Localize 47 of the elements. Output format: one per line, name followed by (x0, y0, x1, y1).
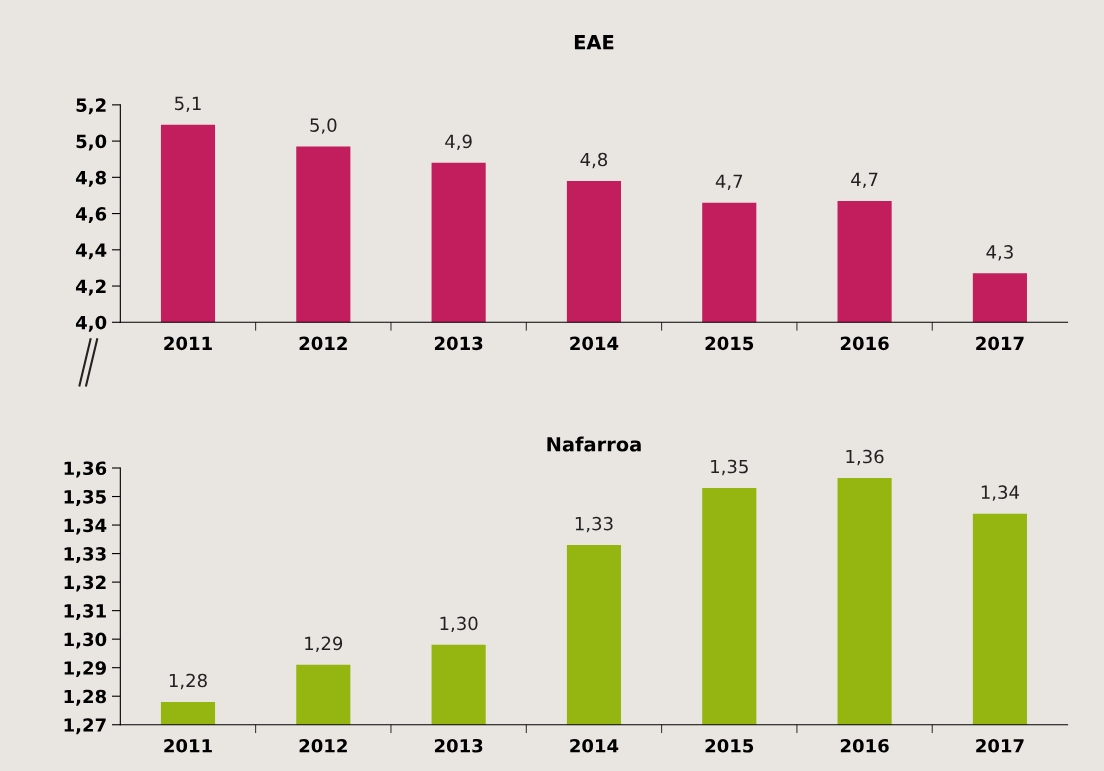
x-tick-label: 2011 (164, 738, 212, 753)
data-label: 5,0 (310, 118, 337, 134)
chart-title: Nafarroa (547, 436, 641, 452)
y-tick-label: 1,36 (64, 461, 107, 478)
x-tick-label: 2017 (976, 738, 1024, 753)
y-tick-label: 1,31 (64, 604, 106, 621)
data-label: 1,33 (575, 516, 613, 533)
y-tick-label: 1,28 (64, 689, 107, 706)
x-tick-label: 2017 (976, 336, 1024, 351)
x-tick-label: 2015 (705, 738, 754, 753)
data-label: 4,3 (986, 245, 1013, 261)
y-tick-label: 1,33 (64, 547, 106, 563)
y-tick-label: 1,35 (64, 489, 106, 506)
y-tick-label: 4,4 (75, 243, 107, 260)
x-tick-label: 2014 (570, 336, 619, 351)
y-tick-label: 1,29 (64, 661, 106, 678)
y-tick-label: 4,0 (75, 315, 107, 332)
data-label: 1,30 (440, 616, 478, 633)
data-label: 1,36 (846, 449, 884, 466)
data-label: 4,7 (851, 172, 878, 189)
x-tick-label: 2013 (434, 738, 483, 753)
data-label: 1,35 (711, 459, 748, 476)
x-tick-label: 2015 (705, 336, 754, 351)
x-tick-label: 2016 (840, 336, 889, 351)
x-tick-label: 2011 (164, 336, 212, 351)
data-label: 1,34 (981, 485, 1019, 501)
x-tick-label: 2013 (434, 336, 483, 351)
chart-title: EAE (574, 35, 614, 50)
y-tick-label: 5,0 (76, 134, 107, 151)
y-tick-label: 4,6 (75, 207, 107, 223)
x-tick-label: 2016 (840, 738, 889, 753)
y-tick-label: 4,8 (75, 170, 107, 187)
y-tick-label: 1,32 (64, 575, 106, 592)
y-tick-label: 1,27 (64, 718, 106, 735)
y-tick-label: 1,30 (64, 632, 107, 649)
y-tick-label: 4,2 (75, 279, 106, 296)
data-label: 5,1 (175, 96, 201, 113)
y-tick-label: 5,2 (76, 98, 106, 115)
data-label: 1,28 (169, 673, 207, 690)
data-label: 4,8 (580, 152, 608, 169)
data-label: 1,29 (305, 636, 343, 653)
y-tick-label: 1,34 (64, 518, 107, 535)
data-label: 4,7 (715, 174, 743, 190)
x-tick-label: 2014 (570, 738, 619, 753)
data-label: 4,9 (445, 134, 472, 151)
x-tick-label: 2012 (299, 738, 347, 753)
x-tick-label: 2012 (299, 336, 347, 351)
